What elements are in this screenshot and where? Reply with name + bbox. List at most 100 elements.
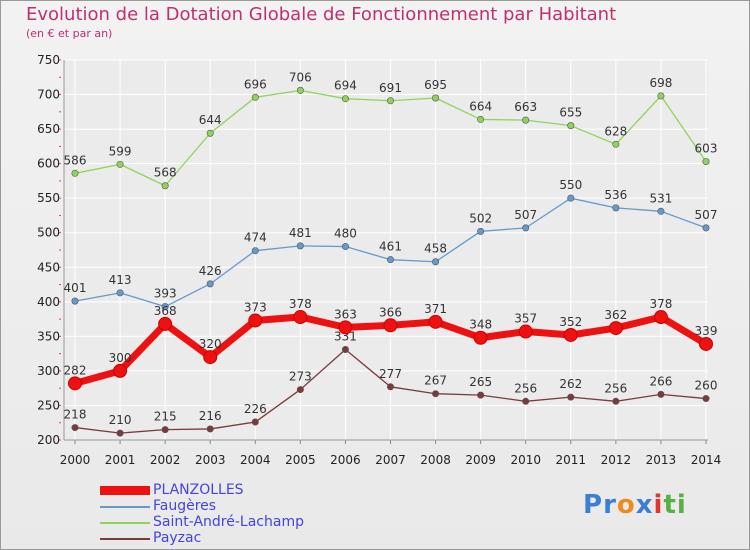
data-label: 378 — [289, 297, 312, 311]
data-point — [563, 327, 578, 342]
logo-letter: r — [603, 490, 617, 520]
data-label: 216 — [199, 409, 222, 423]
legend-swatch — [100, 522, 150, 524]
data-point — [477, 227, 485, 235]
data-label: 644 — [199, 113, 222, 127]
x-tick-label: 2006 — [330, 453, 361, 467]
data-label: 226 — [244, 402, 267, 416]
data-label: 586 — [64, 153, 87, 167]
x-tick-label: 2004 — [240, 453, 271, 467]
data-point — [612, 140, 620, 148]
data-point — [206, 129, 214, 137]
data-point — [432, 390, 440, 398]
data-point — [702, 224, 710, 232]
proxiti-logo: Proxiti — [583, 490, 687, 520]
data-point — [477, 115, 485, 123]
x-tick-label: 2002 — [150, 453, 181, 467]
data-label: 401 — [64, 281, 87, 295]
x-tick-label: 2003 — [195, 453, 226, 467]
data-point — [702, 158, 710, 166]
data-label: 507 — [695, 208, 718, 222]
data-point — [653, 310, 668, 325]
logo-letter: i — [653, 490, 664, 520]
data-label: 481 — [289, 226, 312, 240]
x-tick-label: 2012 — [601, 453, 632, 467]
x-tick-label: 2013 — [646, 453, 677, 467]
data-point — [206, 425, 214, 433]
data-point — [386, 383, 394, 391]
data-label: 628 — [604, 124, 627, 138]
data-label: 210 — [109, 413, 132, 427]
data-label: 694 — [334, 79, 357, 93]
data-point — [341, 95, 349, 103]
data-label: 426 — [199, 264, 222, 278]
data-label: 458 — [424, 242, 447, 256]
data-point — [612, 204, 620, 212]
data-point — [657, 207, 665, 215]
data-label: 368 — [154, 304, 177, 318]
y-tick-label: 650 — [37, 122, 60, 136]
legend-swatch — [100, 486, 150, 495]
data-point — [432, 258, 440, 266]
y-tick-label: 200 — [37, 433, 60, 447]
legend-label: Saint-André-Lachamp — [153, 514, 304, 530]
y-tick-label: 550 — [37, 191, 60, 205]
data-label: 603 — [695, 142, 718, 156]
data-point — [432, 94, 440, 102]
data-label: 339 — [695, 324, 718, 338]
data-point — [116, 289, 124, 297]
data-point — [386, 256, 394, 264]
data-label: 348 — [469, 318, 492, 332]
y-tick-label: 400 — [37, 295, 60, 309]
y-tick-label: 700 — [37, 88, 60, 102]
data-label: 536 — [604, 188, 627, 202]
data-label: 300 — [109, 351, 132, 365]
x-tick-label: 2008 — [420, 453, 451, 467]
data-point — [248, 313, 263, 328]
data-label: 362 — [604, 308, 627, 322]
data-label: 218 — [64, 408, 87, 422]
data-label: 357 — [514, 312, 537, 326]
data-point — [567, 194, 575, 202]
data-point — [251, 93, 259, 101]
data-point — [473, 330, 488, 345]
data-point — [699, 336, 713, 351]
data-label: 696 — [244, 77, 267, 91]
data-point — [608, 321, 623, 336]
data-label: 568 — [154, 166, 177, 180]
legend-swatch — [100, 538, 150, 540]
data-point — [518, 324, 533, 339]
data-point — [477, 391, 485, 399]
data-point — [383, 318, 398, 333]
data-point — [293, 310, 308, 325]
y-tick-label: 300 — [37, 364, 60, 378]
y-tick-label: 450 — [37, 260, 60, 274]
data-point — [251, 418, 259, 426]
data-label: 215 — [154, 410, 177, 424]
data-label: 413 — [109, 273, 132, 287]
data-point — [158, 316, 173, 331]
data-label: 282 — [64, 363, 87, 377]
legend-label: Faugères — [153, 498, 217, 514]
data-point — [296, 242, 304, 250]
chart-subtitle: (en € et par an) — [26, 27, 113, 40]
data-label: 366 — [379, 305, 402, 319]
data-label: 320 — [199, 337, 222, 351]
data-label: 507 — [514, 208, 537, 222]
legend-label: PLANZOLLES — [153, 482, 244, 498]
data-label: 260 — [695, 379, 718, 393]
data-label: 655 — [559, 106, 582, 120]
data-label: 266 — [649, 374, 672, 388]
data-label: 331 — [334, 329, 357, 343]
y-tick-label: 600 — [37, 157, 60, 171]
data-label: 277 — [379, 367, 402, 381]
x-tick-label: 2009 — [465, 453, 496, 467]
y-tick-label: 250 — [37, 398, 60, 412]
x-tick-label: 2010 — [510, 453, 541, 467]
logo-letter: o — [616, 490, 636, 520]
data-label: 695 — [424, 78, 447, 92]
data-label: 378 — [649, 297, 672, 311]
data-label: 262 — [559, 377, 582, 391]
data-point — [71, 169, 79, 177]
